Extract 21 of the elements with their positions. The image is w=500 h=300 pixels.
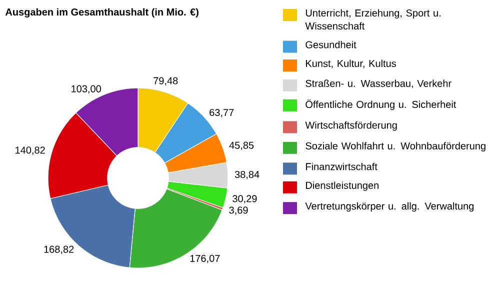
legend-label: Finanzwirtschaft bbox=[306, 162, 378, 170]
legend-label: Öffentliche Ordnung u. Sicherheit bbox=[306, 100, 456, 110]
data-label: 176,07 bbox=[190, 254, 220, 264]
legend-label: Gesundheit bbox=[306, 40, 356, 48]
legend-label: Dienstleistungen bbox=[306, 182, 378, 191]
data-label: 63,77 bbox=[210, 108, 234, 118]
data-label: 140,82 bbox=[16, 146, 45, 155]
legend-label: Vertretungskörper u. allg. Verwaltung bbox=[305, 202, 474, 212]
data-label: 30,29 bbox=[232, 195, 257, 204]
legend-label: Straßen- u. Wasserbau, Verkehr bbox=[306, 80, 452, 88]
data-label: 45,85 bbox=[229, 142, 254, 150]
legend-label: Kunst, Kultur, Kultus bbox=[306, 60, 396, 68]
data-label: 103,00 bbox=[72, 85, 101, 94]
data-label: 3,69 bbox=[229, 206, 248, 215]
data-label: 79,48 bbox=[154, 77, 178, 86]
legend-label: Soziale Wohlfahrt u. Wohnbauförderung bbox=[306, 142, 486, 152]
legend-label: Unterricht, Erziehung, Sport u. Wissenschaft bbox=[305, 9, 440, 30]
data-label: 168,82 bbox=[44, 246, 74, 254]
data-label: 38,84 bbox=[234, 170, 260, 180]
legend-label: Wirtschaftsförderung bbox=[305, 121, 397, 131]
chart-title: Ausgaben im Gesamthaushalt (in Mio. €) bbox=[5, 8, 198, 18]
